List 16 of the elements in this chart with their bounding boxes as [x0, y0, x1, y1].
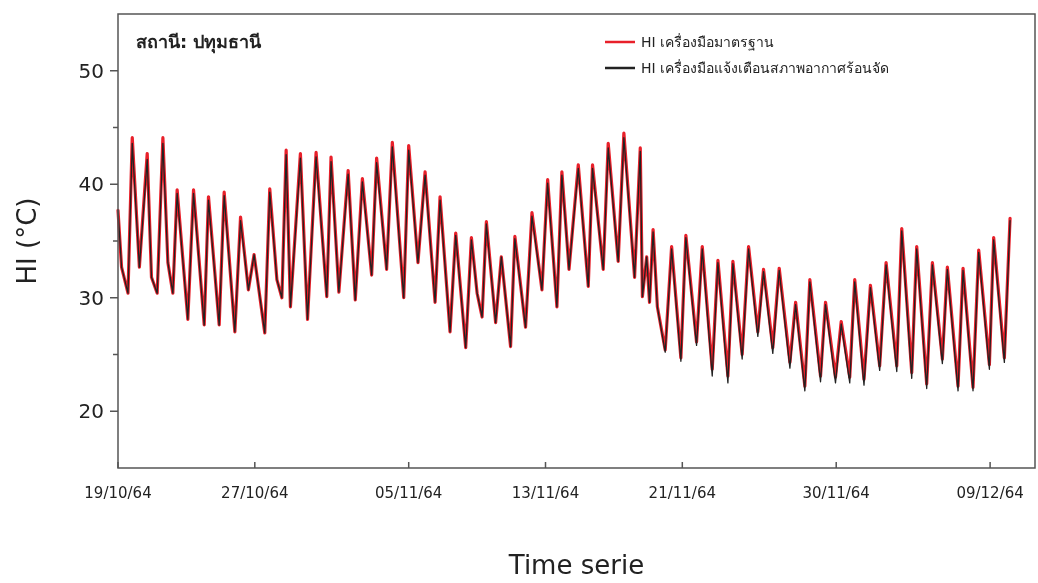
x-tick-label: 30/11/64	[802, 484, 870, 502]
x-tick-label: 21/11/64	[648, 484, 716, 502]
x-tick-label: 05/11/64	[375, 484, 443, 502]
x-tick-label: 19/10/64	[84, 484, 152, 502]
y-tick-label: 50	[78, 58, 104, 83]
x-tick-label: 27/10/64	[221, 484, 289, 502]
x-tick-label: 13/11/64	[511, 484, 580, 502]
legend-label: HI เครื่องมือมาตรฐาน	[641, 33, 775, 51]
legend-label: HI เครื่องมือแจ้งเตือนสภาพอากาศร้อนจัด	[641, 59, 890, 76]
y-axis-title: HI (°C)	[12, 197, 42, 285]
x-tick-label: 09/12/64	[956, 484, 1024, 502]
annotation: สถานี: ปทุมธานี	[136, 31, 263, 54]
y-tick-label: 30	[78, 285, 104, 310]
y-tick-label: 40	[78, 172, 104, 197]
y-tick-label: 20	[78, 399, 104, 424]
x-axis-title: Time serie	[507, 550, 645, 580]
